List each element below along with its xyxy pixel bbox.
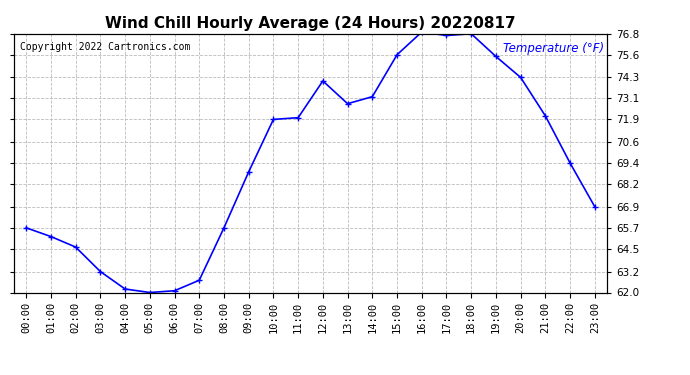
Text: Temperature (°F): Temperature (°F) (503, 42, 604, 54)
Title: Wind Chill Hourly Average (24 Hours) 20220817: Wind Chill Hourly Average (24 Hours) 202… (105, 16, 516, 31)
Text: Copyright 2022 Cartronics.com: Copyright 2022 Cartronics.com (20, 42, 190, 51)
